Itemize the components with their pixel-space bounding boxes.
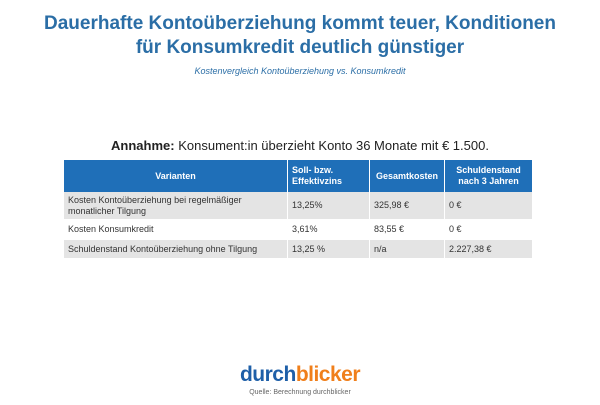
assumption: Annahme: Konsument:in überzieht Konto 36…	[111, 138, 489, 153]
page-title: Dauerhafte Kontoüberziehung kommt teuer,…	[44, 13, 556, 58]
subtitle: Kostenvergleich Kontoüberziehung vs. Kon…	[194, 66, 406, 76]
table-row: Kosten Konsumkredit 3,61% 83,55 €0 €	[64, 219, 533, 240]
durchblicker-logo: durchblicker	[239, 363, 361, 386]
source-note: Quelle: Berechnung durchblicker	[249, 389, 351, 396]
comparison-table: Varianten Soll- bzw. Effektivzins Gesamt…	[64, 160, 533, 258]
table-header: Varianten Soll- bzw. Effektivzins Gesamt…	[64, 160, 533, 192]
table-row: Kosten Kontoüberziehung bei regelmäßiger…	[64, 192, 533, 219]
table-row: Schuldenstand Kontoüberziehung ohne Tilg…	[64, 240, 533, 258]
